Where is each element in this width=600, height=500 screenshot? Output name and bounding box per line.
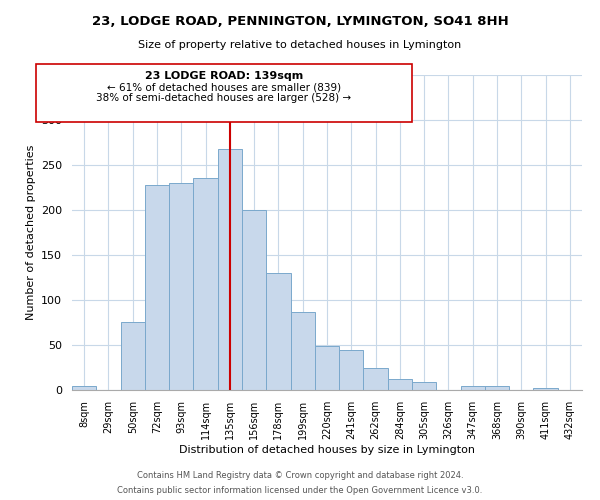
- Text: 38% of semi-detached houses are larger (528) →: 38% of semi-detached houses are larger (…: [96, 93, 352, 103]
- Bar: [533, 388, 558, 390]
- Bar: [388, 379, 412, 390]
- Bar: [145, 185, 169, 390]
- Bar: [412, 382, 436, 390]
- Bar: [242, 210, 266, 390]
- Text: 23, LODGE ROAD, PENNINGTON, LYMINGTON, SO41 8HH: 23, LODGE ROAD, PENNINGTON, LYMINGTON, S…: [92, 15, 508, 28]
- Bar: [339, 350, 364, 390]
- Text: Size of property relative to detached houses in Lymington: Size of property relative to detached ho…: [139, 40, 461, 50]
- Bar: [315, 346, 339, 390]
- Bar: [121, 322, 145, 390]
- Text: Contains public sector information licensed under the Open Government Licence v3: Contains public sector information licen…: [118, 486, 482, 495]
- Bar: [290, 312, 315, 390]
- FancyBboxPatch shape: [35, 64, 412, 122]
- Bar: [193, 178, 218, 390]
- X-axis label: Distribution of detached houses by size in Lymington: Distribution of detached houses by size …: [179, 444, 475, 454]
- Bar: [169, 183, 193, 390]
- Bar: [72, 386, 96, 390]
- Bar: [485, 386, 509, 390]
- Bar: [364, 368, 388, 390]
- Bar: [461, 386, 485, 390]
- Bar: [266, 273, 290, 390]
- Text: ← 61% of detached houses are smaller (839): ← 61% of detached houses are smaller (83…: [107, 82, 341, 92]
- Text: 23 LODGE ROAD: 139sqm: 23 LODGE ROAD: 139sqm: [145, 72, 303, 82]
- Text: Contains HM Land Registry data © Crown copyright and database right 2024.: Contains HM Land Registry data © Crown c…: [137, 471, 463, 480]
- Bar: [218, 149, 242, 390]
- Y-axis label: Number of detached properties: Number of detached properties: [26, 145, 35, 320]
